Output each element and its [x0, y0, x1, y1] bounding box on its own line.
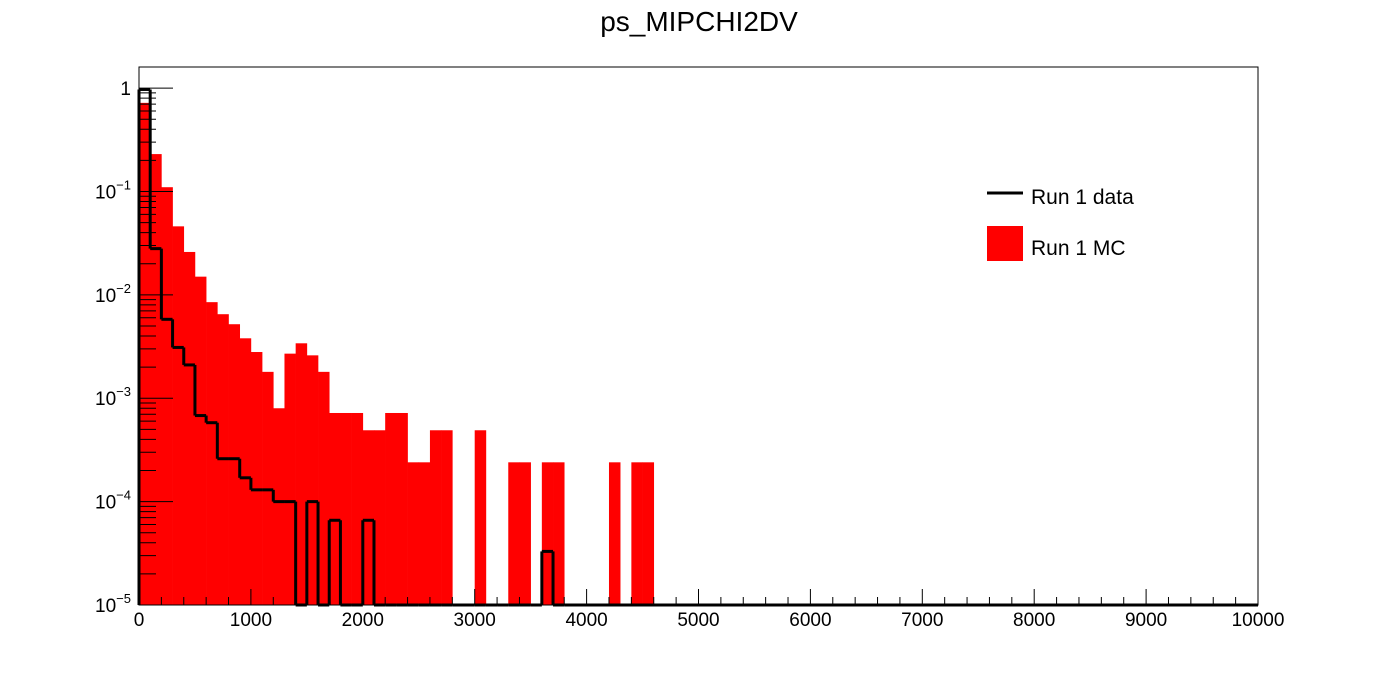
- y-tick-base: 10: [95, 286, 116, 307]
- x-tick-label: 6000: [789, 610, 831, 631]
- mc-bin: [553, 462, 565, 605]
- mc-bin: [407, 462, 420, 605]
- x-tick-label: 3000: [454, 610, 496, 631]
- mc-bin: [396, 412, 408, 605]
- x-tick-label: 0: [134, 610, 145, 631]
- mc-bin: [161, 187, 173, 605]
- mc-bin: [139, 102, 151, 605]
- y-tick-label: 10−4: [95, 488, 131, 514]
- mc-bin: [284, 353, 296, 605]
- mc-bin: [508, 462, 520, 605]
- mc-bin: [329, 412, 341, 605]
- x-tick-label: 4000: [565, 610, 607, 631]
- mc-bin: [318, 371, 330, 605]
- mc-bin: [295, 343, 308, 605]
- mc-bin: [519, 462, 531, 605]
- mc-bin: [642, 462, 655, 605]
- mc-bin: [429, 430, 442, 605]
- x-tick-label: 2000: [342, 610, 384, 631]
- mc-bin: [194, 276, 207, 605]
- y-tick-exponent: −3: [116, 384, 131, 399]
- y-tick-base: 10: [95, 493, 116, 514]
- legend-label-mc: Run 1 MC: [1031, 237, 1126, 260]
- mc-bin: [273, 408, 285, 605]
- legend-label-data: Run 1 data: [1031, 186, 1134, 209]
- mc-bin: [172, 226, 185, 605]
- mc-bin: [418, 462, 431, 605]
- legend-swatch-mc: [987, 226, 1023, 261]
- mc-bin: [608, 462, 621, 605]
- mc-bin: [373, 430, 386, 605]
- y-tick-label: 10−1: [95, 177, 131, 203]
- y-tick-label: 10−3: [95, 384, 131, 410]
- mc-bin: [362, 430, 375, 605]
- mc-bin: [150, 154, 162, 605]
- mc-bin: [385, 412, 397, 605]
- chart-title: ps_MIPCHI2DV: [600, 6, 798, 37]
- mc-histogram: [139, 102, 655, 606]
- mc-bin: [239, 338, 252, 605]
- x-tick-label: 10000: [1232, 610, 1285, 631]
- x-tick-label: 8000: [1013, 610, 1055, 631]
- y-axis: 110−110−210−310−410−5: [95, 79, 173, 617]
- mc-bin: [340, 412, 352, 605]
- y-tick-exponent: −5: [116, 591, 131, 606]
- mc-bin: [474, 430, 487, 605]
- y-tick-label: 1: [120, 79, 131, 100]
- x-tick-label: 5000: [677, 610, 719, 631]
- mc-bin: [228, 324, 241, 605]
- mc-bin: [183, 251, 196, 606]
- legend: Run 1 data Run 1 MC: [987, 186, 1134, 261]
- x-axis: 0 1000 2000 3000 4000 5000 6000 7000 8000 9000 100…: [134, 589, 1285, 631]
- y-tick-label: 10−5: [95, 591, 131, 617]
- mc-bin: [441, 430, 453, 605]
- mc-bin: [306, 355, 319, 605]
- x-tick-label: 7000: [901, 610, 943, 631]
- y-tick-base: 10: [95, 182, 116, 203]
- y-tick-exponent: −1: [116, 177, 131, 192]
- y-tick-base: 1: [120, 79, 131, 100]
- y-tick-exponent: −4: [116, 488, 131, 503]
- y-tick-base: 10: [95, 596, 116, 617]
- x-tick-label: 9000: [1125, 610, 1167, 631]
- mc-bin: [206, 302, 218, 605]
- y-tick-label: 10−2: [95, 281, 131, 307]
- y-tick-exponent: −2: [116, 281, 131, 296]
- mc-bin: [351, 412, 364, 605]
- y-tick-base: 10: [95, 389, 116, 410]
- mc-bin: [250, 352, 263, 605]
- mc-bin: [541, 462, 554, 605]
- x-tick-label: 1000: [230, 610, 272, 631]
- mc-bin: [631, 462, 643, 605]
